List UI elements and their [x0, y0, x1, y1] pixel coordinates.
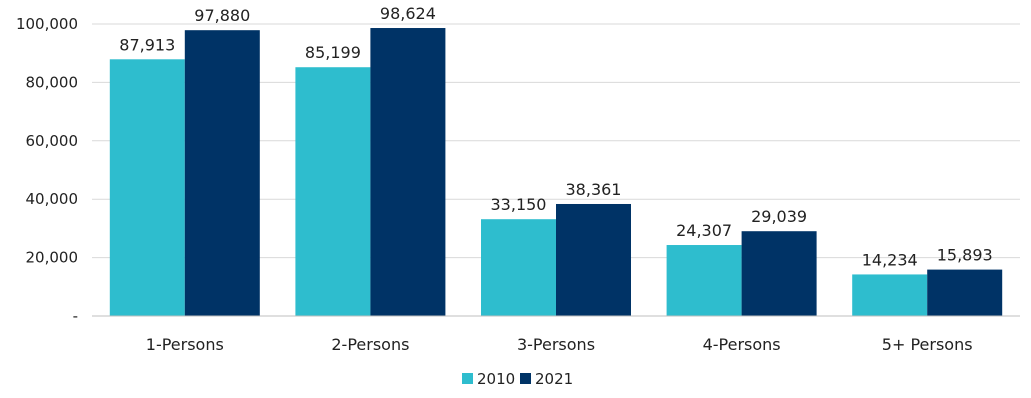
legend-swatch-2021 — [520, 373, 531, 384]
legend-swatch-2010 — [462, 373, 473, 384]
bar — [741, 231, 817, 316]
data-label: 97,880 — [194, 6, 250, 25]
bar — [556, 203, 631, 316]
y-tick-label: 60,000 — [26, 132, 79, 150]
data-label: 38,361 — [566, 180, 622, 199]
legend-label-2021: 2021 — [535, 370, 573, 388]
bars — [109, 28, 1003, 317]
data-labels: 87,913 97,880 85,199 98,624 33,150 38,361 24,3… — [119, 4, 992, 269]
bar — [370, 28, 446, 317]
category-label: 2-Persons — [331, 335, 409, 354]
category-label: 1-Persons — [146, 335, 224, 354]
bar — [295, 67, 371, 316]
y-tick-label: 80,000 — [26, 73, 79, 91]
data-label: 15,893 — [937, 246, 993, 265]
category-label: 4-Persons — [703, 335, 781, 354]
data-label: 14,234 — [862, 250, 918, 269]
data-label: 33,150 — [491, 195, 547, 214]
data-label: 87,913 — [119, 35, 175, 54]
category-label: 5+ Persons — [882, 335, 973, 354]
data-label: 24,307 — [676, 221, 732, 240]
y-axis-ticks: - 20,000 40,000 60,000 80,000 100,000 — [16, 15, 78, 325]
bar — [666, 245, 742, 316]
y-tick-label: - — [73, 307, 78, 325]
y-tick-label: 100,000 — [16, 15, 78, 33]
y-tick-label: 40,000 — [26, 190, 79, 208]
bar — [184, 30, 260, 316]
legend: 2010 2021 — [462, 370, 573, 388]
y-tick-label: 20,000 — [26, 249, 79, 267]
bar — [927, 269, 1003, 316]
data-label: 29,039 — [751, 207, 807, 226]
bar — [481, 219, 556, 316]
x-axis-categories: 1-Persons 2-Persons 3-Persons 4-Persons 5+ P… — [146, 335, 973, 354]
bar — [109, 59, 185, 317]
legend-label-2010: 2010 — [477, 370, 515, 388]
data-label: 85,199 — [305, 43, 361, 62]
data-label: 98,624 — [380, 4, 436, 23]
category-label: 3-Persons — [517, 335, 595, 354]
bar — [852, 274, 928, 316]
